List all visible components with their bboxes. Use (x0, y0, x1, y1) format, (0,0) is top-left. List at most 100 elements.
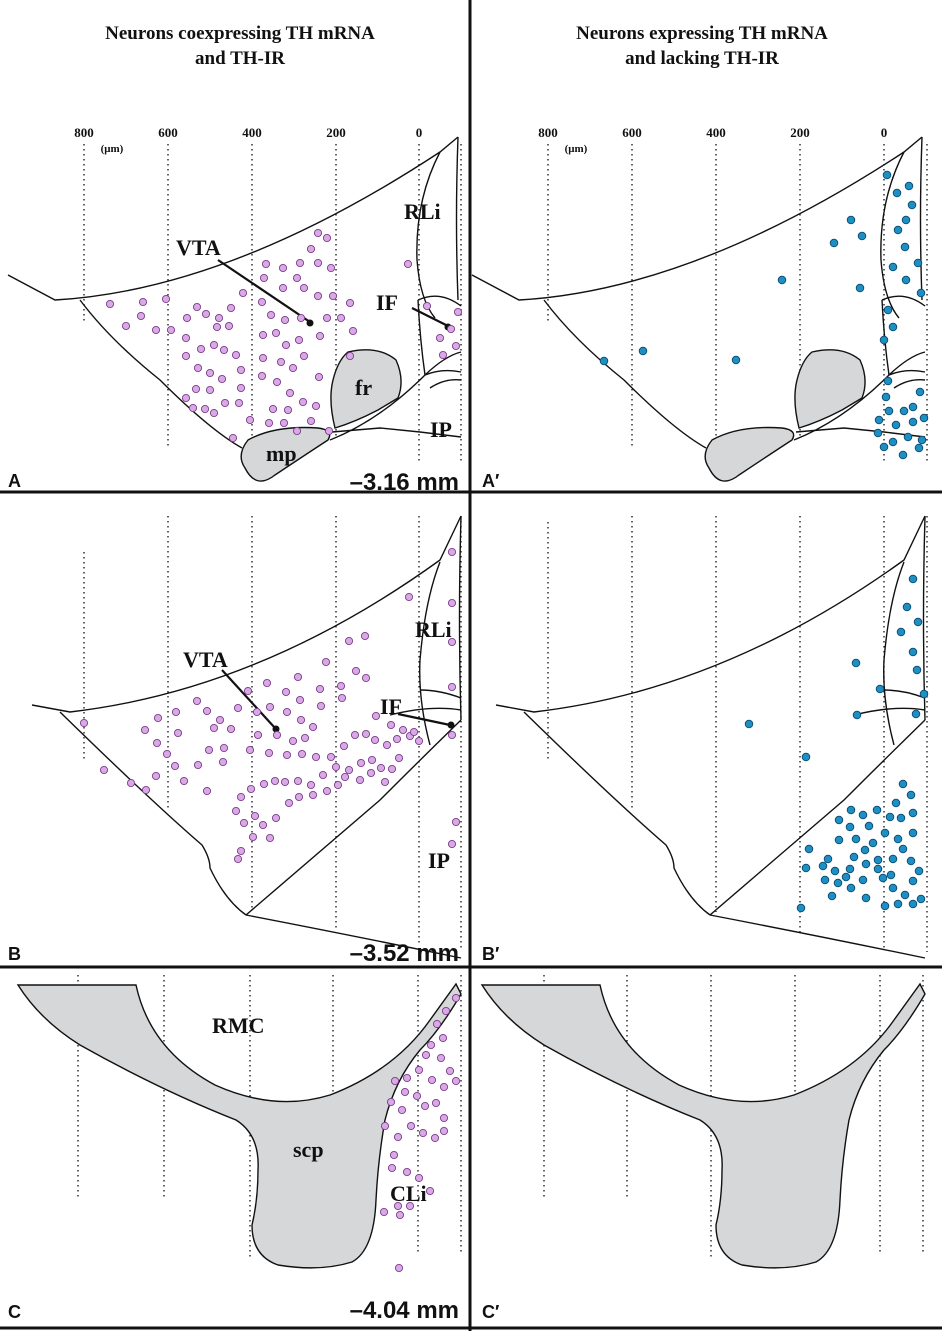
neuron-coexpressing-marker (272, 377, 282, 387)
neuron-coexpressing-marker (233, 854, 243, 864)
neuron-coexpressing-marker (451, 1076, 461, 1086)
section-level-b: –3.52 mm (350, 940, 459, 967)
neuron-coexpressing-marker (284, 798, 294, 808)
neuron-coexpressing-marker (214, 313, 224, 323)
neuron-lacking-th-ir-marker (912, 665, 922, 675)
neuron-coexpressing-marker (308, 722, 318, 732)
neuron-lacking-th-ir-marker (893, 225, 903, 235)
neuron-lacking-th-ir-marker (827, 891, 837, 901)
neuron-coexpressing-marker (219, 743, 229, 753)
neuron-coexpressing-marker (447, 598, 457, 608)
neuron-coexpressing-marker (439, 1113, 449, 1123)
neuron-coexpressing-marker (236, 792, 246, 802)
neuron-coexpressing-marker (209, 723, 219, 733)
neuron-lacking-th-ir-marker (823, 854, 833, 864)
neuron-lacking-th-ir-marker (861, 893, 871, 903)
neuron-coexpressing-marker (283, 405, 293, 415)
neuron-lacking-th-ir-marker (919, 413, 929, 423)
neuron-coexpressing-marker (234, 398, 244, 408)
section-level-a: –3.16 mm (350, 469, 459, 496)
right-column-title-line2: and lacking TH-IR (625, 48, 779, 69)
neuron-coexpressing-marker (405, 1201, 415, 1211)
neuron-coexpressing-marker (292, 273, 302, 283)
neuron-coexpressing-marker (228, 433, 238, 443)
neuron-coexpressing-marker (324, 426, 334, 436)
neuron-lacking-th-ir-marker (880, 901, 890, 911)
neuron-lacking-th-ir-marker (845, 864, 855, 874)
neuron-lacking-th-ir-marker (898, 450, 908, 460)
tick-400-right: 400 (706, 125, 726, 140)
neuron-coexpressing-marker (243, 686, 253, 696)
neuron-coexpressing-marker (350, 730, 360, 740)
neuron-coexpressing-marker (279, 418, 289, 428)
neuron-lacking-th-ir-marker (917, 435, 927, 445)
neuron-coexpressing-marker (276, 357, 286, 367)
neuron-lacking-th-ir-marker (879, 335, 889, 345)
panel-c-scp (16, 982, 462, 1269)
neuron-lacking-th-ir-marker (874, 415, 884, 425)
neuron-lacking-th-ir-marker (900, 242, 910, 252)
neuron-coexpressing-marker (430, 1133, 440, 1143)
neuron-lacking-th-ir-marker (849, 852, 859, 862)
neuron-coexpressing-marker (280, 315, 290, 325)
markers-panel-a (105, 228, 463, 443)
neuron-lacking-th-ir-marker (900, 890, 910, 900)
neuron-coexpressing-marker (386, 1097, 396, 1107)
neuron-lacking-th-ir-marker (833, 878, 843, 888)
neuron-coexpressing-marker (231, 806, 241, 816)
neuron-coexpressing-marker (300, 733, 310, 743)
neuron-lacking-th-ir-marker (801, 752, 811, 762)
neuron-lacking-th-ir-marker (864, 821, 874, 831)
left-column-title-line2: and TH-IR (195, 48, 285, 69)
neuron-coexpressing-marker (153, 713, 163, 723)
neuron-lacking-th-ir-marker (852, 710, 862, 720)
neuron-coexpressing-marker (438, 350, 448, 360)
neuron-lacking-th-ir-marker (908, 828, 918, 838)
neuron-coexpressing-marker (421, 1050, 431, 1060)
region-label-cli: CLi (390, 1181, 427, 1206)
neuron-coexpressing-marker (393, 1201, 403, 1211)
neuron-coexpressing-marker (406, 1121, 416, 1131)
neuron-lacking-th-ir-marker (873, 428, 883, 438)
neuron-coexpressing-marker (314, 372, 324, 382)
neuron-lacking-th-ir-marker (913, 258, 923, 268)
neuron-coexpressing-marker (371, 711, 381, 721)
scale-unit: (μm) (101, 143, 124, 155)
tick-800-right: 800 (538, 125, 558, 140)
neuron-lacking-th-ir-marker (906, 856, 916, 866)
neuron-coexpressing-marker (278, 263, 288, 273)
neuron-lacking-th-ir-marker (851, 658, 861, 668)
neuron-lacking-th-ir-marker (829, 238, 839, 248)
neuron-coexpressing-marker (361, 729, 371, 739)
neuron-lacking-th-ir-marker (873, 864, 883, 874)
tick-0-right: 0 (881, 125, 888, 140)
neuron-coexpressing-marker (403, 259, 413, 269)
neuron-coexpressing-marker (426, 1040, 436, 1050)
vta-pointer-dot-a (306, 319, 314, 327)
neuron-coexpressing-marker (394, 753, 404, 763)
neuron-coexpressing-marker (367, 755, 377, 765)
neuron-coexpressing-marker (398, 725, 408, 735)
neuron-lacking-th-ir-marker (899, 406, 909, 416)
neuron-lacking-th-ir-marker (893, 834, 903, 844)
neuron-coexpressing-marker (170, 761, 180, 771)
panel-label-c: C (8, 1302, 21, 1322)
neuron-lacking-th-ir-marker (880, 828, 890, 838)
neuron-lacking-th-ir-marker (906, 790, 916, 800)
neuron-lacking-th-ir-marker (908, 647, 918, 657)
neuron-coexpressing-marker (432, 1019, 442, 1029)
neuron-coexpressing-marker (138, 297, 148, 307)
neuron-coexpressing-marker (345, 298, 355, 308)
neuron-coexpressing-marker (181, 351, 191, 361)
region-label-if-b: IF (380, 694, 402, 719)
neuron-lacking-th-ir-marker (846, 805, 856, 815)
neuron-coexpressing-marker (245, 745, 255, 755)
region-label-vta-b: VTA (183, 647, 228, 672)
neuron-coexpressing-marker (316, 701, 326, 711)
neuron-coexpressing-marker (212, 322, 222, 332)
neuron-coexpressing-marker (238, 288, 248, 298)
neuron-coexpressing-marker (294, 335, 304, 345)
neuron-lacking-th-ir-marker (888, 437, 898, 447)
tick-0: 0 (416, 125, 423, 140)
neuron-coexpressing-marker (265, 833, 275, 843)
